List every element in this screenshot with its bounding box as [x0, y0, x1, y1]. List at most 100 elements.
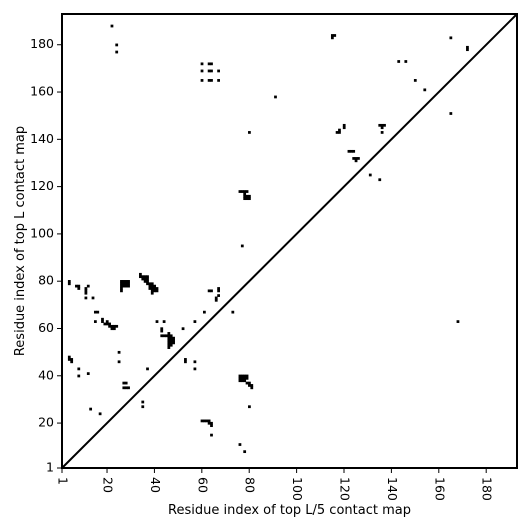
contact-point: [217, 287, 220, 290]
contact-point: [127, 386, 130, 390]
contact-point: [112, 324, 116, 328]
contact-point: [378, 123, 382, 127]
contact-point: [466, 48, 469, 52]
x-tick-label: 160: [432, 477, 447, 501]
contact-point: [120, 287, 123, 290]
y-tick-label: 120: [30, 178, 54, 193]
contact-point: [143, 280, 147, 283]
contact-point: [243, 197, 247, 201]
contact-point: [67, 355, 71, 359]
contact-point: [96, 310, 100, 314]
contact-point: [155, 289, 159, 293]
y-tick-label: 140: [30, 131, 54, 146]
contact-point: [105, 322, 109, 326]
contact-point: [148, 284, 152, 288]
contact-point: [98, 412, 102, 416]
contact-point: [165, 334, 168, 338]
contact-point: [75, 284, 78, 288]
contact-point: [243, 374, 247, 378]
contact-point: [169, 334, 173, 338]
contact-point: [342, 126, 346, 130]
contact-point: [338, 131, 341, 134]
contact-point: [115, 324, 119, 328]
contact-point: [378, 178, 382, 182]
contact-point: [243, 376, 247, 380]
contact-point: [207, 79, 211, 82]
plot-frame: [61, 13, 518, 469]
contact-point: [108, 322, 111, 326]
contact-point: [333, 34, 337, 37]
contact-point: [243, 379, 247, 383]
contact-point: [93, 320, 97, 323]
contact-point: [217, 69, 220, 73]
contact-point: [203, 310, 206, 314]
contact-point: [169, 339, 173, 342]
contact-point: [155, 320, 159, 323]
contact-point: [245, 374, 249, 378]
contact-point: [153, 287, 157, 290]
contact-point: [193, 360, 197, 364]
contact-point: [250, 386, 254, 390]
contact-point: [383, 123, 386, 127]
contact-point: [200, 69, 204, 73]
contact-point: [150, 284, 154, 288]
contact-point: [245, 197, 249, 201]
contact-point: [231, 310, 235, 314]
contact-point: [380, 123, 384, 127]
contact-point: [274, 95, 277, 99]
contact-point: [423, 88, 427, 92]
contact-point: [115, 50, 119, 54]
contact-point: [200, 79, 204, 82]
contact-point: [248, 381, 251, 385]
contact-point: [67, 280, 71, 283]
contact-point: [84, 291, 88, 295]
contact-point: [108, 324, 111, 328]
plot-area: [61, 13, 518, 469]
contact-point: [160, 334, 164, 338]
contact-point: [122, 280, 126, 283]
contact-point: [120, 280, 123, 283]
contact-point: [200, 62, 204, 66]
contact-point: [184, 360, 187, 364]
contact-point: [150, 287, 154, 290]
contact-point: [238, 374, 242, 378]
contact-point: [368, 173, 372, 177]
contact-point: [89, 407, 93, 411]
contact-point: [77, 284, 81, 288]
contact-point: [248, 131, 251, 134]
contact-point: [354, 157, 358, 160]
contact-point: [117, 360, 121, 364]
contact-point: [101, 317, 104, 321]
contact-point: [77, 287, 81, 290]
contact-point: [207, 421, 211, 425]
contact-point: [105, 320, 109, 323]
contact-point: [167, 336, 171, 340]
contact-point: [352, 157, 356, 160]
contact-point: [110, 24, 114, 28]
contact-point: [103, 322, 107, 326]
y-tick-label: 160: [30, 84, 54, 99]
contact-point: [245, 194, 249, 198]
contact-point: [86, 284, 90, 288]
contact-point: [146, 277, 149, 281]
contact-point: [150, 282, 154, 286]
contact-point: [84, 287, 88, 290]
contact-point: [172, 336, 175, 340]
contact-point: [169, 341, 173, 345]
contact-point: [162, 320, 166, 323]
contact-point: [169, 343, 173, 347]
contact-point: [397, 60, 401, 63]
contact-point: [413, 79, 417, 82]
contact-point: [110, 327, 114, 331]
contact-point: [207, 289, 211, 293]
contact-point: [141, 405, 145, 409]
contact-point: [210, 79, 213, 82]
contact-point: [167, 332, 171, 335]
contact-point: [181, 327, 185, 331]
contact-point: [207, 419, 211, 423]
contact-point: [146, 282, 149, 286]
contact-point: [245, 381, 249, 385]
contact-point: [349, 149, 353, 153]
contact-point: [167, 334, 171, 338]
contact-point: [162, 334, 166, 338]
